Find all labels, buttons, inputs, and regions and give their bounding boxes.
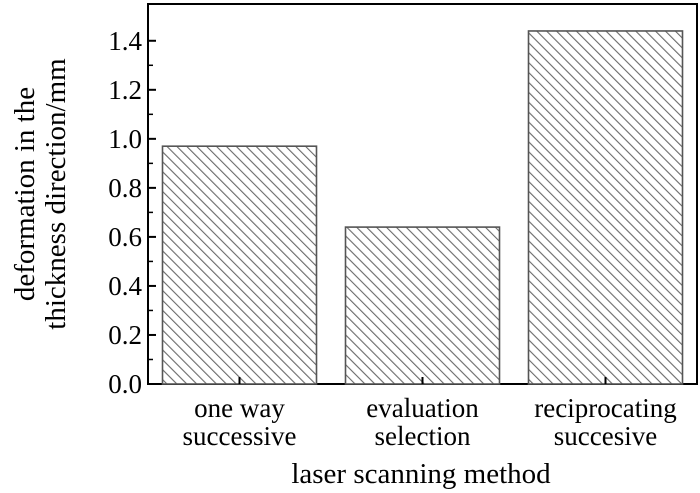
y-tick-label: 0.4 — [108, 271, 142, 301]
bar-1 — [161, 145, 318, 385]
bars — [161, 30, 684, 385]
y-tick-label: 0.6 — [108, 222, 142, 252]
x-tick-label: one way successive — [183, 393, 297, 451]
y-tick-label: 0.8 — [108, 173, 142, 203]
bar-2 — [344, 226, 501, 385]
x-tick-label: reciprocating succesive — [534, 393, 676, 451]
x-tick-label: evaluation selection — [366, 393, 479, 451]
y-axis: 0.0 0.2 0.4 0.6 0.8 1.0 1.2 1.4 — [108, 26, 156, 399]
bar-3 — [527, 30, 684, 385]
y-tick-label: 1.4 — [108, 26, 142, 56]
y-axis-title: deformation in thethickness direction/mm — [9, 58, 72, 330]
y-tick-label: 1.0 — [108, 124, 142, 154]
y-tick-label: 1.2 — [108, 75, 142, 105]
y-tick-label: 0.2 — [108, 320, 142, 350]
x-axis: one way successive evaluation selection reci… — [183, 377, 677, 451]
x-axis-title: laser scanning method — [291, 458, 551, 490]
y-tick-label: 0.0 — [108, 369, 142, 399]
